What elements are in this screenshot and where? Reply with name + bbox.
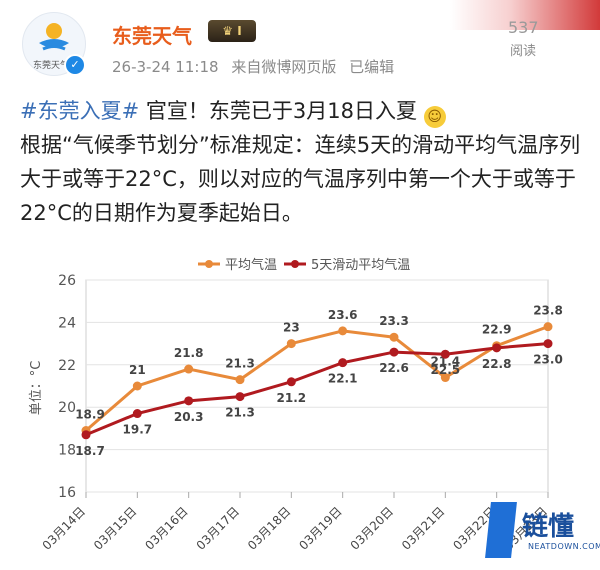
watermark-url: NEATDOWN.COM [528,542,600,551]
series-2-label-2: 20.3 [174,410,204,424]
y-tick-26: 26 [58,273,76,289]
read-label: 阅读 [510,44,537,59]
verified-icon: ✓ [64,54,86,76]
x-tick-label-3: 03月17日 [194,504,242,552]
series-1-point-2 [184,364,194,374]
y-tick-16: 16 [58,485,76,501]
series-2-point-7 [440,349,450,359]
legend-label-2: 5天滑动平均气温 [311,257,410,273]
avatar[interactable]: 东莞天气 [22,12,86,76]
series-2-point-6 [389,347,399,357]
series-2-point-3 [235,392,245,402]
legend-marker-1 [205,260,213,268]
smile-emoji-icon: ☺ [423,106,446,128]
x-tick-label-4: 03月18日 [245,504,293,552]
series-1-label-5: 23.6 [328,308,358,322]
series-2-label-6: 22.6 [379,361,409,375]
series-1-label-2: 21.8 [174,346,204,360]
series-1-label-7: 21.4 [431,355,461,369]
series-2-point-2 [184,396,194,406]
post-header: 东莞天气 ✓ 东莞天气 ♛ I 26-3-24 11:18 来自微博网页版 已编… [0,0,600,88]
series-2-label-8: 22.8 [482,357,512,371]
y-tick-18: 18 [58,443,76,459]
series-1-point-4 [286,339,296,349]
y-axis-label: 单位：°C [29,361,44,416]
series-2-point-1 [132,409,142,419]
series-2-point-9 [543,339,553,349]
plot-frame [85,279,549,493]
series-2-label-9: 23.0 [533,353,563,367]
legend-marker-2 [291,260,299,268]
series-1-label-6: 23.3 [379,314,409,328]
edited-label[interactable]: 已编辑 [349,58,395,76]
watermark-name: 链懂 [522,512,575,542]
chart-container: 平均气温 5天滑动平均气温 16 18 20 22 24 26 03月14日 03月15日 03月1… [0,248,600,566]
y-tick-24: 24 [58,315,76,331]
avatar-label: 东莞天气 [33,61,70,71]
series-1-point-9 [543,322,553,332]
x-tick-label-0: 03月14日 [40,504,88,552]
series-2-label-0: 18.7 [75,444,105,458]
series-1-point-6 [389,332,399,342]
read-count: 537 [508,18,539,37]
x-tick-label-6: 03月20日 [348,504,396,552]
decorative-banner [450,0,600,30]
x-tick-label-5: 03月19日 [296,504,344,552]
series-2-point-4 [286,377,296,387]
series-1-label-1: 21 [129,363,146,377]
post-date: 26-3-24 11:18 [112,58,219,76]
x-tick-label-1: 03月15日 [91,504,139,552]
y-tick-22: 22 [58,358,76,374]
series-1-point-7 [440,373,450,383]
vip-badge: ♛ I [208,20,256,42]
x-tick-label-2: 03月16日 [142,504,190,552]
series-line-2 [85,342,549,437]
series-1-label-9: 23.8 [533,304,563,318]
series-1-label-0: 18.9 [75,408,105,422]
series-1-point-3 [235,375,245,385]
series-2-point-0 [81,430,91,440]
series-1-label-4: 23 [283,321,300,335]
post-meta: 26-3-24 11:18 来自微博网页版 已编辑 [112,56,394,77]
y-tick-20: 20 [58,400,76,416]
series-2-label-4: 21.2 [277,391,307,405]
post-paragraph: 根据“气候季节划分”标准规定：连续5天的滑动平均气温序列大于或等于22°C，则以… [20,133,581,225]
series-line-1 [85,325,549,432]
series-2-point-8 [492,343,502,353]
series-1-label-8: 22.9 [482,323,512,337]
weather-logo-icon [39,23,69,51]
series-2-label-3: 21.3 [225,406,255,420]
post-source[interactable]: 来自微博网页版 [231,58,337,76]
series-1-point-5 [338,326,348,336]
series-2-label-1: 19.7 [123,423,153,437]
post-headline: 官宣！东莞已于3月18日入夏 [139,99,417,123]
series-1-label-3: 21.3 [225,357,255,371]
account-name[interactable]: 东莞天气 [112,24,192,48]
series-1-point-1 [132,381,142,391]
legend-label-1: 平均气温 [225,257,277,273]
post-body: #东莞入夏# 官宣！东莞已于3月18日入夏 ☺ 根据“气候季节划分”标准规定：连… [20,94,590,230]
x-tick-label-7: 03月21日 [399,504,447,552]
watermark: 链懂 NEATDOWN.COM [485,502,600,562]
watermark-logo-icon [485,502,517,558]
series-2-point-5 [338,358,348,368]
series-2-label-7: 22.5 [431,363,461,377]
hashtag-link[interactable]: #东莞入夏# [20,99,140,123]
vip-badge-level: I [237,24,242,38]
series-2-label-5: 22.1 [328,372,358,386]
